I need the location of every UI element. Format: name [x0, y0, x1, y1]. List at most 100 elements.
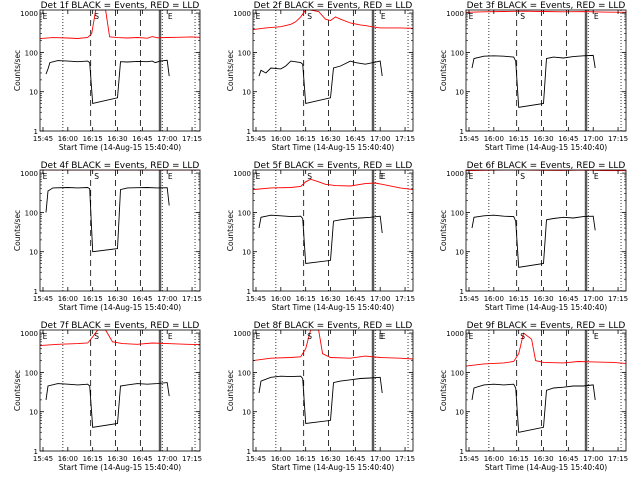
plot-frame [39, 9, 201, 132]
phase-marker-S: S [307, 12, 312, 21]
x-tick-label: 16:45 [132, 455, 152, 463]
panel-title: Det 7f BLACK = Events, RED = LLD [41, 321, 200, 331]
y-tick-label: 1 [460, 288, 464, 296]
y-axis-label: Counts/sec [13, 370, 22, 411]
x-tick-label: 17:15 [395, 455, 415, 463]
x-tick-label: 16:15 [509, 295, 529, 303]
phase-marker-E: E [381, 12, 386, 21]
x-tick-label: 16:00 [58, 455, 78, 463]
black-series-line [45, 382, 170, 428]
x-tick-label: 16:00 [58, 295, 78, 303]
x-tick-label: 16:30 [320, 295, 340, 303]
x-tick-label: 17:15 [608, 455, 628, 463]
x-tick-label: 16:45 [132, 295, 152, 303]
panel-title: Det 8f BLACK = Events, RED = LLD [254, 321, 413, 331]
x-axis-label: Start Time (14-Aug-15 15:40:40) [272, 463, 394, 472]
black-series-line [471, 383, 596, 433]
x-tick-label: 17:00 [583, 135, 603, 143]
red-series-line [253, 330, 413, 362]
y-tick-label: 1 [34, 128, 38, 136]
plot-frame [465, 169, 627, 292]
panel-title: Det 6f BLACK = Events, RED = LLD [467, 161, 626, 171]
y-tick-label: 10 [242, 89, 251, 97]
x-tick-label: 16:45 [558, 135, 578, 143]
x-tick-label: 16:15 [509, 455, 529, 463]
x-tick-label: 15:45 [459, 455, 479, 463]
x-tick-label: 17:00 [157, 455, 177, 463]
y-tick-label: 1 [460, 128, 464, 136]
phase-marker-S: S [307, 332, 312, 341]
y-axis-label: Counts/sec [226, 50, 235, 91]
x-axis-label: Start Time (14-Aug-15 15:40:40) [59, 463, 181, 472]
y-axis-label: Counts/sec [226, 210, 235, 251]
x-tick-label: 16:15 [83, 455, 103, 463]
plot-frame [465, 9, 627, 132]
x-tick-label: 15:45 [246, 455, 266, 463]
y-tick-label: 10 [29, 89, 38, 97]
black-series-line [45, 187, 170, 253]
y-tick-label: 100 [451, 49, 464, 57]
x-axis-label: Start Time (14-Aug-15 15:40:40) [272, 143, 394, 152]
x-tick-label: 17:00 [157, 295, 177, 303]
y-tick-label: 1000 [446, 170, 464, 178]
phase-marker-S: S [520, 172, 525, 181]
x-tick-label: 17:15 [608, 295, 628, 303]
x-tick-label: 16:00 [271, 455, 291, 463]
x-tick-label: 17:00 [370, 295, 390, 303]
x-tick-label: 16:30 [107, 295, 127, 303]
phase-marker-E: E [594, 12, 599, 21]
panel-title: Det 5f BLACK = Events, RED = LLD [254, 161, 413, 171]
red-series-line [253, 10, 413, 31]
x-tick-label: 16:45 [345, 295, 365, 303]
y-tick-label: 1000 [20, 170, 38, 178]
x-tick-label: 16:45 [345, 455, 365, 463]
black-series-line [471, 54, 596, 108]
phase-marker-E: E [43, 172, 48, 181]
x-tick-label: 15:45 [459, 295, 479, 303]
panel-title: Det 9f BLACK = Events, RED = LLD [467, 321, 626, 331]
y-tick-label: 1 [247, 128, 251, 136]
x-tick-label: 17:15 [608, 135, 628, 143]
x-tick-label: 16:30 [533, 295, 553, 303]
x-tick-label: 16:30 [107, 135, 127, 143]
phase-marker-E: E [43, 332, 48, 341]
x-tick-label: 16:15 [83, 295, 103, 303]
panel-title: Det 3f BLACK = Events, RED = LLD [467, 1, 626, 11]
x-tick-label: 16:30 [320, 455, 340, 463]
y-tick-label: 1 [34, 288, 38, 296]
y-tick-label: 100 [238, 209, 251, 217]
y-tick-label: 10 [455, 409, 464, 417]
x-tick-label: 17:00 [370, 135, 390, 143]
y-tick-label: 1000 [233, 10, 251, 18]
plot-frame [465, 329, 627, 452]
y-axis-label: Counts/sec [439, 370, 448, 411]
y-tick-label: 10 [455, 249, 464, 257]
phase-marker-E: E [168, 12, 173, 21]
phase-marker-S: S [307, 172, 312, 181]
x-tick-label: 16:45 [345, 135, 365, 143]
phase-marker-E: E [379, 172, 384, 181]
x-tick-label: 15:45 [459, 135, 479, 143]
phase-marker-S: S [520, 12, 525, 21]
red-series-line [253, 178, 413, 191]
y-tick-label: 100 [451, 209, 464, 217]
phase-marker-E: E [168, 332, 173, 341]
plot-frame [252, 169, 414, 292]
red-series-line [40, 330, 200, 347]
phase-marker-E: E [469, 172, 474, 181]
y-tick-label: 1 [247, 448, 251, 456]
phase-marker-E: E [256, 332, 261, 341]
phase-marker-S: S [94, 172, 99, 181]
y-tick-label: 10 [242, 249, 251, 257]
y-tick-label: 100 [451, 369, 464, 377]
phase-marker-E: E [381, 172, 386, 181]
x-tick-label: 16:30 [533, 455, 553, 463]
x-tick-label: 17:00 [583, 295, 603, 303]
x-tick-label: 16:15 [296, 135, 316, 143]
black-series-line [258, 375, 383, 425]
